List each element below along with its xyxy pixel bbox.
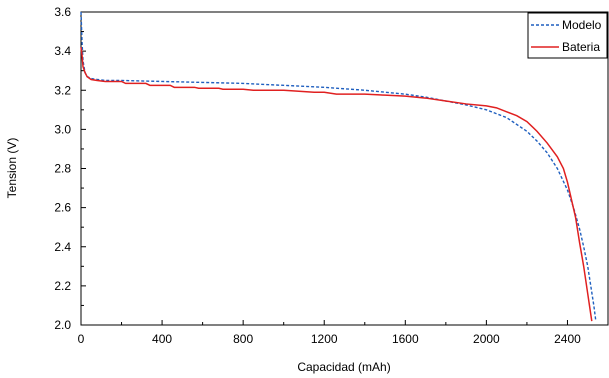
y-tick-label: 2.8 <box>54 162 71 176</box>
series-line-modelo <box>80 11 597 322</box>
series-line-bateria <box>80 47 593 322</box>
x-tick-label: 0 <box>78 332 85 346</box>
legend-label-modelo: Modelo <box>562 18 602 32</box>
y-tick-label: 2.6 <box>54 201 71 215</box>
y-tick-label: 2.0 <box>54 318 71 332</box>
x-tick-label: 2400 <box>554 332 581 346</box>
y-tick-label: 3.2 <box>54 83 71 97</box>
series-layer <box>80 11 597 322</box>
x-tick-label: 1600 <box>392 332 419 346</box>
legend-box <box>527 12 608 59</box>
y-tick-label: 3.4 <box>54 44 71 58</box>
legend: Modelo Bateria <box>527 12 608 59</box>
x-tick-label: 1200 <box>311 332 338 346</box>
y-tick-label: 2.4 <box>54 240 71 254</box>
x-tick-label: 400 <box>152 332 172 346</box>
x-axis-title: Capacidad (mAh) <box>297 360 390 374</box>
x-axis-ticks: 0 400 800 1200 1600 2000 2400 <box>78 320 609 346</box>
y-axis-ticks: 2.0 2.2 2.4 2.6 2.8 3.0 3.2 3.4 3.6 <box>54 5 86 332</box>
x-tick-label: 2000 <box>473 332 500 346</box>
y-tick-label: 3.0 <box>54 122 71 136</box>
y-tick-label: 3.6 <box>54 5 71 19</box>
y-axis-title: Tension (V) <box>5 138 19 199</box>
x-tick-label: 800 <box>233 332 253 346</box>
y-tick-label: 2.2 <box>54 279 71 293</box>
plot-frame <box>80 11 609 326</box>
legend-label-bateria: Bateria <box>562 40 600 54</box>
